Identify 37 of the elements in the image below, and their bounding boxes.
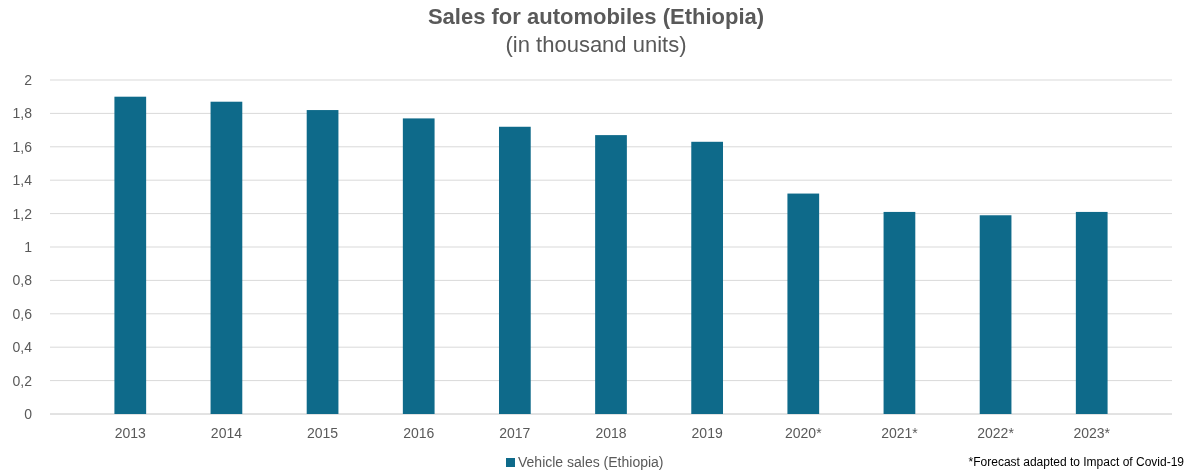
x-tick-label: 2016 — [403, 425, 435, 441]
y-tick-label: 1,8 — [12, 105, 33, 122]
bar — [595, 135, 627, 414]
bar — [787, 193, 820, 414]
y-tick-label: 0,6 — [12, 305, 33, 322]
chart-title: Sales for automobiles (Ethiopia) — [427, 4, 765, 29]
y-tick-label: 2 — [24, 71, 33, 88]
x-tick-label: 2022* — [977, 425, 1015, 441]
bar — [114, 96, 147, 414]
chart-subtitle: (in thousand units) — [505, 32, 687, 57]
y-tick-label: 1,2 — [12, 205, 33, 222]
bar — [1075, 211, 1108, 414]
y-tick-label: 0,4 — [12, 339, 33, 356]
x-tick-label: 2015 — [306, 425, 339, 441]
bar — [979, 215, 1012, 414]
bar — [498, 126, 531, 414]
x-tick-label: 2017 — [499, 425, 531, 441]
x-tick-label: 2020* — [784, 425, 823, 441]
bar — [691, 141, 724, 414]
y-tick-label: 0 — [24, 405, 33, 422]
text: *Forecast adapted to Impact of Covid-19 — [968, 455, 1185, 469]
y-tick-label: 1,6 — [12, 138, 33, 155]
legend-label: Vehicle sales (Ethiopia) — [518, 454, 664, 470]
y-tick-label: 1 — [24, 238, 33, 255]
x-tick-label: 2023* — [1073, 425, 1111, 441]
bar — [883, 211, 916, 414]
y-tick-label: 1,4 — [12, 172, 33, 189]
y-tick-label: 0,8 — [12, 272, 33, 289]
x-tick-label: 2014 — [210, 425, 243, 441]
x-tick-label: 2013 — [114, 425, 147, 441]
x-tick-label: 2021* — [881, 425, 919, 441]
y-tick-label: 0,2 — [12, 372, 33, 389]
bar — [402, 118, 435, 414]
bar — [306, 110, 339, 414]
x-tick-label: 2019 — [691, 425, 723, 441]
x-tick-label: 2018 — [595, 425, 627, 441]
bar — [210, 101, 243, 414]
